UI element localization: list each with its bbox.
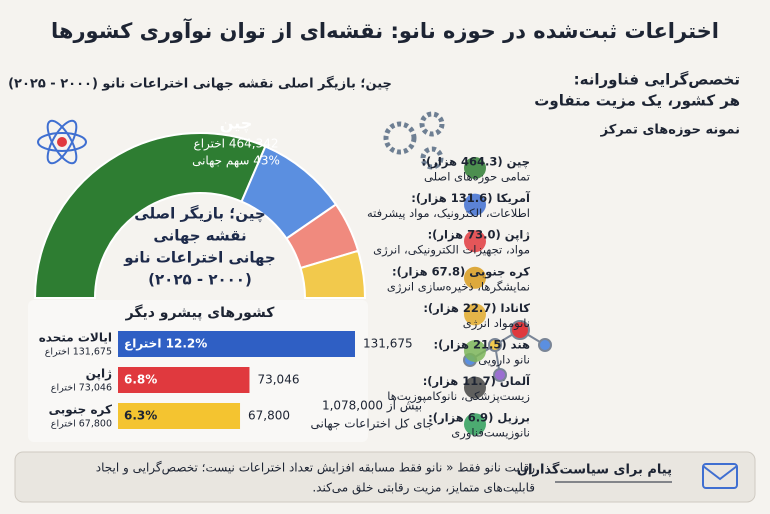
item-detail: نانومواد انرژی — [463, 316, 530, 331]
item-label: آلمان (11.7 هزار): — [423, 374, 531, 388]
category-label: ایالات متحده — [39, 331, 112, 345]
item-label: ژاپن (73.0 هزار): — [428, 228, 530, 242]
atom-icon — [37, 119, 87, 165]
footer-text: قابلیت‌های متمایز، مزیت رقابتی خلق می‌کن… — [312, 481, 535, 496]
item-detail: نانو دارویی — [478, 353, 530, 368]
envelope-icon — [702, 463, 738, 489]
center-text: جهانی اختراعات نانو — [123, 249, 275, 267]
item-icon — [464, 193, 486, 216]
spec-title: هر کشور، یک مزیت متفاوت — [534, 92, 740, 110]
share-label: 6.8% — [124, 373, 157, 387]
bar — [118, 403, 241, 429]
item-icon — [464, 230, 486, 253]
item-label: کره جنوبی (67.8 هزار): — [392, 264, 530, 279]
pie-segment — [299, 249, 367, 299]
bar-note: جای کل اختراعات جهانی — [310, 417, 433, 432]
footer-text: رقابت نانو فقط « نانو فقط مسابقه افزایش … — [96, 461, 535, 476]
title: اختراعات ثبت‌شده در حوزه نانو: نقشه‌ای ا… — [51, 18, 719, 43]
category-label: کره جنوبی — [49, 403, 112, 418]
item-detail: اطلاعات، الکترونیک، مواد پیشرفته — [367, 206, 530, 221]
footer-title: پیام برای سیاست‌گذاران — [517, 462, 672, 478]
share-label: 6.3% — [124, 409, 157, 423]
category-label: ژاپن — [86, 367, 112, 381]
item-icon — [464, 376, 486, 399]
pie-subtitle: چین؛ بازیگر اصلی نقشه جهانی اختراعات نان… — [8, 76, 392, 92]
spec-title: تخصص‌گرایی فناورانه: — [574, 71, 740, 89]
bar — [118, 367, 250, 393]
footer-box — [14, 451, 756, 503]
center-text: چین؛ بازیگر اصلی — [134, 205, 265, 224]
item-icon — [464, 266, 486, 289]
segment-label: چین — [220, 114, 252, 134]
spec-subtitle: نمونه حوزه‌های تمرکز — [600, 123, 740, 138]
bar-note: بیش از 1,078,000 — [322, 399, 422, 414]
item-detail: نمایشگرها، ذخیره‌سازی انرژی — [387, 279, 530, 294]
category-sublabel: 73,046 اختراع — [51, 383, 112, 394]
segment-count: 464,342 اختراع — [194, 137, 279, 152]
item-detail: مواد، تجهیزات الکترونیکی، انرژی — [373, 243, 530, 258]
item-label: چین (464.3 هزار): — [421, 155, 530, 169]
value-label: 131,675 — [363, 337, 413, 351]
item-icon — [464, 303, 486, 326]
item-label: برزیل (6.9 هزار): — [428, 411, 530, 425]
category-sublabel: 131,675 اختراع — [45, 347, 112, 358]
category-sublabel: 67,800 اختراع — [51, 419, 112, 430]
item-detail: زیست‌پزشکی، نانوکامپوزیت‌ها — [387, 389, 530, 404]
share-label: 12.2% اختراع — [124, 337, 207, 351]
pie-segment — [33, 132, 267, 299]
item-icon — [464, 413, 486, 436]
item-icon — [464, 157, 486, 179]
center-text: (۲۰۰۰ - ۲۰۲۵) — [148, 271, 252, 289]
item-label: هند (21.5 هزار): — [433, 338, 530, 352]
item-icon — [464, 340, 486, 362]
value-label: 67,800 — [248, 409, 290, 423]
bar-title: کشورهای پیشرو دیگر — [125, 304, 276, 321]
center-text: نقشه جهانی — [153, 227, 246, 245]
gears-icon — [383, 111, 445, 170]
item-detail: نانوزیست‌فناوری — [451, 426, 530, 441]
bar — [118, 331, 355, 357]
segment-value-label: 43% سهم جهانی — [192, 154, 280, 168]
item-detail: تمامی حوزه‌های اصلی — [424, 170, 530, 185]
value-label: 73,046 — [257, 373, 299, 387]
item-label: کانادا (22.7 هزار): — [423, 301, 530, 315]
item-label: آمریکا (131.6 هزار): — [411, 191, 531, 205]
